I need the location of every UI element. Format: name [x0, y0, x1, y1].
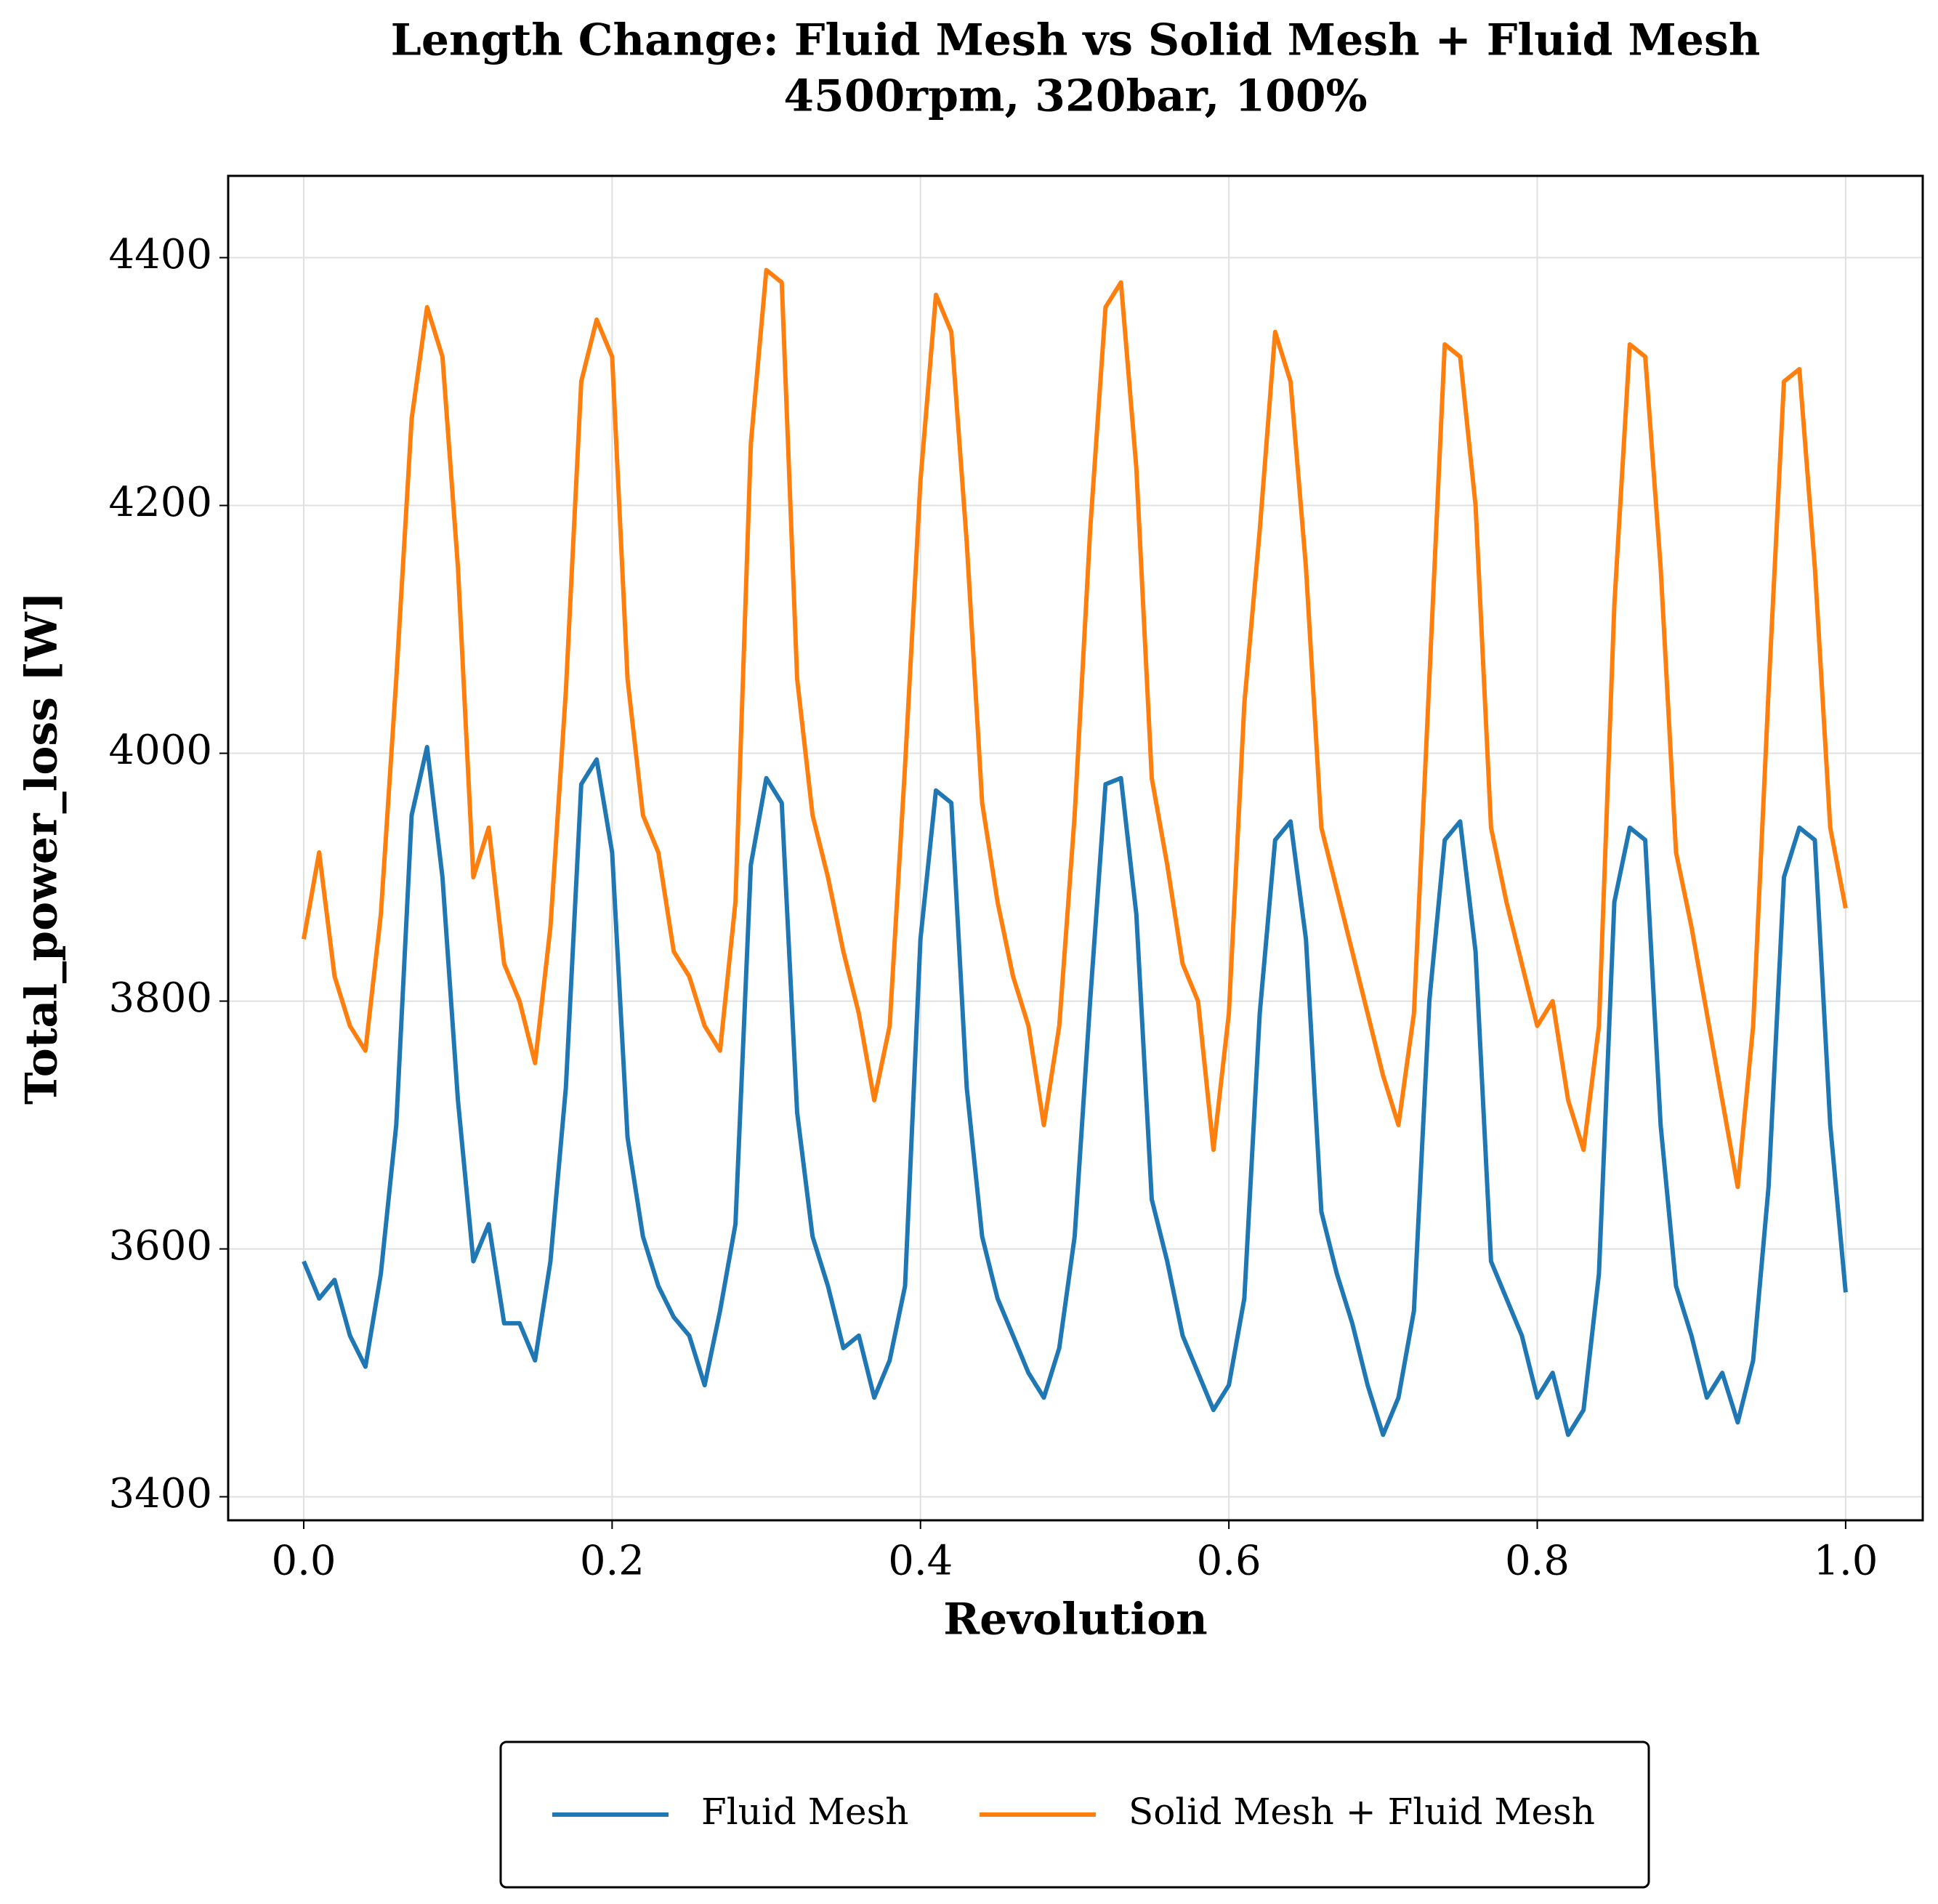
y-axis-label: Total_power_loss [W] — [17, 592, 68, 1105]
y-tick-label: 4200 — [108, 479, 212, 526]
x-tick-label: 1.0 — [1813, 1538, 1878, 1585]
legend-label: Solid Mesh + Fluid Mesh — [1129, 1791, 1595, 1833]
x-tick-label: 0.0 — [271, 1538, 336, 1585]
data-line — [302, 745, 1848, 1437]
x-tick-label: 0.4 — [888, 1538, 953, 1585]
y-tick-label: 3800 — [108, 975, 212, 1022]
y-tick-label: 3400 — [108, 1470, 212, 1517]
x-tick-label: 0.8 — [1505, 1538, 1570, 1585]
data-line — [302, 267, 1848, 1190]
x-tick-label: 0.2 — [580, 1538, 645, 1585]
y-tick-label: 3600 — [108, 1222, 212, 1270]
legend-label: Fluid Mesh — [701, 1791, 908, 1833]
y-tick-label: 4000 — [108, 727, 212, 774]
plot-frame — [227, 174, 1924, 1522]
x-axis-label: Revolution — [943, 1594, 1208, 1645]
y-tick-label: 4400 — [108, 231, 212, 278]
chart-subtitle: 4500rpm, 320bar, 100% — [783, 71, 1367, 122]
chart-title: Length Change: Fluid Mesh vs Solid Mesh … — [391, 15, 1761, 66]
x-tick-label: 0.6 — [1197, 1538, 1261, 1585]
